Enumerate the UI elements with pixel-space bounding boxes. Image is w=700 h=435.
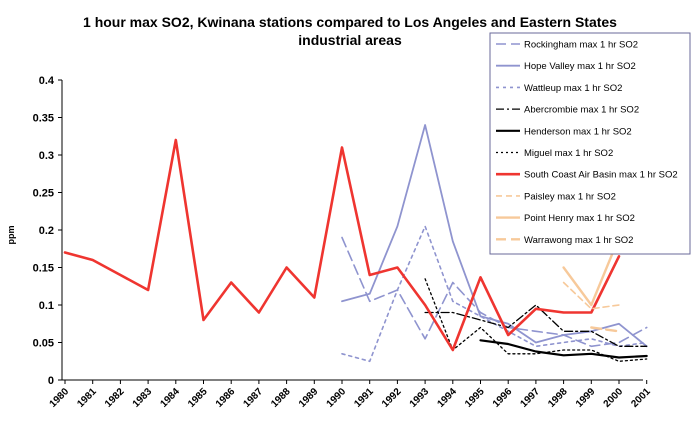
y-tick-label: 0.1 [39,300,54,312]
legend-entry-label: Abercrombie max 1 hr SO2 [524,105,639,116]
series-lines [63,124,648,363]
x-tick-label: 1992 [380,386,404,410]
x-tick-label: 1980 [48,386,72,410]
y-tick-label: 0.3 [39,150,54,162]
x-tick-label: 1981 [75,386,99,410]
x-tick-label: 1998 [546,386,570,410]
x-tick-label: 1996 [491,386,515,410]
x-tick-label: 1988 [269,386,293,410]
series-line-5 [424,278,648,362]
legend-entry-label: Rockingham max 1 hr SO2 [524,40,638,51]
legend-entry-label: South Coast Air Basin max 1 hr SO2 [524,170,678,181]
series-line-3 [424,304,648,347]
x-tick-label: 1991 [352,386,376,410]
series-line-4 [479,339,648,359]
y-tick-label: 0.2 [39,225,54,237]
x-tick-label: 1993 [408,386,432,410]
x-tick-label: 1997 [519,386,543,410]
legend-box [489,32,691,255]
legend: Rockingham max 1 hr SO2 Hope Valley max 1… [489,32,691,255]
y-tick-label: 0 [48,375,54,387]
x-tick-label: 1995 [463,386,487,410]
x-tick-label: 1982 [103,386,127,410]
x-tick-label: 1984 [158,386,182,410]
series-line-6 [63,138,621,352]
y-tick-label: 0.15 [33,263,54,275]
series-line-1 [341,124,648,348]
legend-entry-label: Paisley max 1 hr SO2 [524,191,616,202]
legend-entry-label: Miguel max 1 hr SO2 [524,148,613,159]
x-tick-label: 1994 [435,386,459,410]
series-line-9 [590,326,621,333]
legend-entry-label: Hope Valley max 1 hr SO2 [524,61,636,72]
legend-entry-label: Point Henry max 1 hr SO2 [524,213,635,224]
series-line-7 [562,281,620,310]
legend-entry-label: Henderson max 1 hr SO2 [524,126,632,137]
x-tick-label: 1986 [214,386,238,410]
x-tick-label: 1985 [186,386,210,410]
x-tick-label: 2000 [602,386,626,410]
x-tick-label: 1989 [297,386,321,410]
legend-entry-label: Wattleup max 1 hr SO2 [524,83,622,94]
x-tick-label: 2001 [629,386,653,410]
chart-title-line-2: industrial areas [298,32,402,48]
legend-entry-label: Warrawong max 1 hr SO2 [524,235,633,246]
y-tick-label: 0.35 [33,113,54,125]
x-tick-label: 1999 [574,386,598,410]
x-tick-label: 1987 [242,386,266,410]
x-tick-label: 1983 [131,386,155,410]
chart-title-line-1: 1 hour max SO2, Kwinana stations compare… [83,14,617,30]
y-tick-label: 0.25 [33,188,54,200]
series-line-8 [562,236,621,307]
y-tick-label: 0.05 [33,338,54,350]
chart-title: 1 hour max SO2, Kwinana stations compare… [83,14,617,48]
y-axis-label: ppm [6,226,16,245]
y-tick-label: 0.4 [39,75,55,87]
x-tick-label: 1990 [325,386,349,410]
